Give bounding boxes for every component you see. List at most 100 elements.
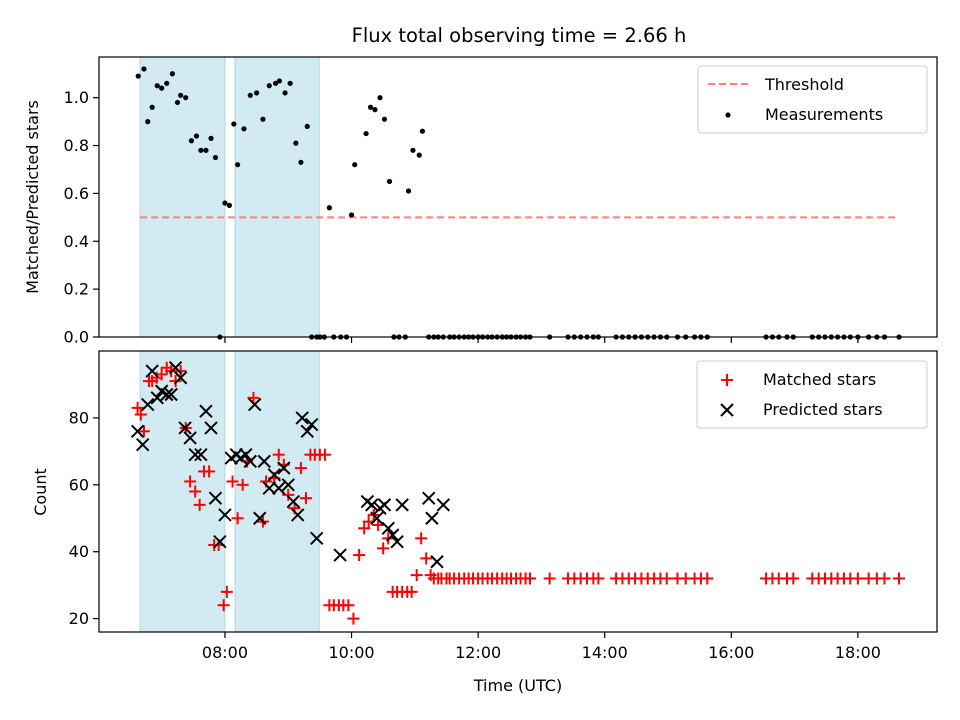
predicted-star-marker [243,454,257,469]
measurement-point [266,83,272,89]
predicted-star-marker [194,447,208,462]
predicted-star-marker [247,397,262,412]
y-tick-label: 0.2 [64,280,89,299]
matched-star-marker [405,585,418,598]
measurement-point [367,104,374,110]
measurement-point [203,147,209,153]
legend-predicted-swatch [720,403,734,417]
measurement-point [377,95,383,101]
measurement-point [410,147,416,153]
x-tick-label: 12:00 [455,643,501,662]
measurement-point [169,71,176,77]
matched-star-marker [184,475,197,488]
matched-star-marker [294,462,307,475]
measurement-point [386,178,393,185]
matched-star-marker [174,365,187,378]
matched-star-marker [415,532,428,545]
measurement-point [272,80,279,86]
matched-star-marker [893,572,906,585]
bottom-shaded-intervals [139,350,320,633]
measurement-point [208,135,214,141]
bottom-legend-box [696,360,928,429]
measurement-point [381,116,388,122]
matched-star-marker [299,492,312,505]
shaded-interval [139,56,226,338]
top-legend: Threshold Measurements [697,65,928,134]
y-tick-label: 20 [69,609,89,628]
y-tick-label: 0.4 [64,232,89,251]
bottom-y-ticks: 20 40 60 80 [69,408,99,628]
measurement-point [352,162,358,168]
measurement-point [348,212,355,218]
measurement-point [363,130,369,137]
predicted-star-marker [422,491,436,505]
predicted-star-marker [286,494,301,509]
predicted-star-marker [381,521,395,536]
measurement-point [247,92,253,98]
matched-star-marker [193,498,206,511]
predicted-star-marker [395,498,409,512]
y-tick-label: 60 [69,475,89,494]
predicted-star-marker [135,437,150,452]
top-shaded-intervals [139,56,320,338]
matched-star-marker [377,542,390,555]
bottom-x-ticks: 08:00 10:00 12:00 14:00 16:00 18:00 [202,632,881,662]
matched-star-marker [372,518,385,531]
top-y-axis-label: Matched/Predicted stars [23,100,42,294]
measurement-point [241,126,247,132]
legend-predicted-label: Predicted stars [763,400,883,419]
measurement-point [164,80,170,86]
matched-star-marker [226,475,239,488]
predicted-star-marker [204,421,218,435]
measurement-point [154,83,160,89]
measurement-point [372,107,378,113]
measurement-point [145,119,151,125]
measurement-point [231,121,237,127]
measurement-point [141,66,147,72]
predicted-star-marker [141,397,155,412]
top-legend-box [697,65,928,134]
predicted-star-marker [173,371,188,385]
matched-star-marker [524,572,537,585]
predicted-star-marker [160,387,174,402]
matched-star-marker [169,375,182,388]
x-tick-label: 10:00 [328,643,374,662]
matched-star-marker [220,585,233,598]
predicted-star-marker [183,431,197,445]
predicted-star-marker [267,468,282,482]
predicted-star-marker [277,461,291,475]
matched-star-marker [592,572,605,585]
matched-star-marker [282,488,295,501]
matched-star-marker [358,522,371,535]
matched-star-marker [410,569,423,582]
predicted-star-marker [272,481,286,495]
measurement-point [326,205,332,211]
shaded-interval [234,56,320,338]
bottom-axes-frame [98,350,938,633]
matched-star-marker [543,572,556,585]
matched-star-marker [189,485,202,498]
measurement-point [419,128,426,134]
y-tick-label: 40 [69,542,89,561]
top-panel: 0.0 0.2 0.4 0.6 0.8 1.0 Matched/Predicted sta… [23,56,938,347]
matched-star-marker [660,572,673,585]
x-axis-label: Time (UTC) [473,676,562,695]
predicted-star-marker [130,424,145,438]
predicted-star-marker [425,511,439,525]
chart-title: Flux total observing time = 2.66 h [352,24,687,47]
predicted-star-marker [145,364,159,378]
count-points [130,361,906,625]
y-tick-label: 0.8 [64,136,89,155]
matched-star-marker [347,612,360,625]
matched-star-marker [272,448,285,461]
predicted-star-marker [188,447,202,462]
measurement-point [304,123,310,130]
predicted-star-marker [390,534,404,549]
predicted-star-marker [262,481,276,495]
legend-matched-swatch [721,374,733,386]
y-tick-label: 0.0 [64,328,89,347]
measurement-point [212,154,219,161]
legend-threshold-label: Threshold [764,75,844,94]
